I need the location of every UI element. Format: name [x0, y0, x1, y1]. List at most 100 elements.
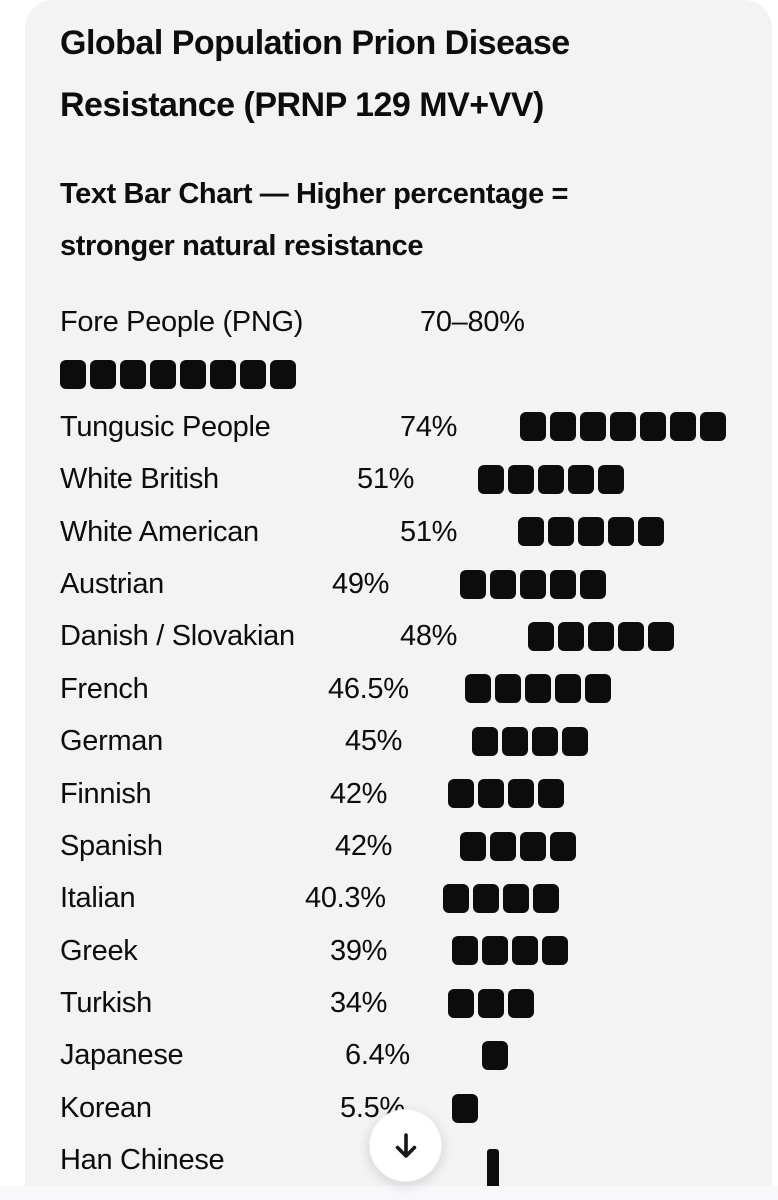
chart-row: Danish / Slovakian 48%	[25, 610, 772, 662]
chart-row: White British 51%	[25, 453, 772, 505]
scroll-to-bottom-button[interactable]	[369, 1109, 442, 1182]
bar-square	[618, 622, 644, 652]
bar-square	[555, 674, 581, 704]
bar-square	[490, 831, 516, 861]
row-value: 49%	[332, 567, 390, 600]
chart-row: Fore People (PNG) 70–80%	[25, 296, 772, 401]
row-value: 42%	[335, 829, 393, 862]
chart-row: Korean 5.5%	[25, 1082, 772, 1134]
chart-title-line-1: Global Population Prion Disease	[60, 24, 570, 62]
bar-square	[648, 622, 674, 652]
bar-square	[588, 622, 614, 652]
arrow-down-icon	[395, 1132, 416, 1158]
bar-square	[495, 674, 521, 704]
row-label: Italian	[60, 882, 136, 915]
row-label: Greek	[60, 934, 138, 967]
row-bar	[487, 1134, 499, 1186]
bar-square	[638, 517, 664, 547]
bar-square	[90, 360, 116, 390]
row-bar	[478, 453, 624, 505]
row-bar	[482, 1029, 508, 1081]
bar-square	[700, 412, 726, 442]
bar-square	[542, 936, 568, 966]
bar-square	[550, 569, 576, 599]
bar-square	[508, 779, 534, 809]
chart-rows: Fore People (PNG) 70–80% Tungusic People…	[25, 296, 772, 1186]
bar-square	[503, 884, 529, 913]
bar-square	[598, 464, 624, 494]
bar-square	[670, 412, 696, 442]
bar-square	[538, 464, 564, 494]
bar-square	[210, 360, 236, 390]
row-value: 6.4%	[345, 1039, 410, 1072]
bar-square	[512, 936, 538, 966]
row-bar	[518, 506, 664, 558]
row-value: 39%	[330, 934, 388, 967]
bar-thin-segment	[487, 1149, 499, 1186]
bar-square	[525, 674, 551, 704]
bar-square	[452, 936, 478, 966]
bar-square	[538, 779, 564, 809]
row-bar	[465, 663, 611, 715]
bar-square	[460, 569, 486, 599]
chart-subtitle: Text Bar Chart — Higher percentage = str…	[60, 168, 740, 272]
row-label: Korean	[60, 1091, 152, 1124]
chart-row: Turkish 34%	[25, 977, 772, 1029]
chart-row: Tungusic People 74%	[25, 401, 772, 453]
bar-square	[180, 360, 206, 390]
bar-square	[448, 779, 474, 809]
bar-square	[478, 988, 504, 1018]
chart-row: Greek 39%	[25, 925, 772, 977]
row-label: Japanese	[60, 1039, 184, 1072]
bar-square	[120, 360, 146, 390]
row-bar	[60, 348, 296, 400]
bar-square	[550, 831, 576, 861]
row-label: White British	[60, 463, 219, 496]
bar-square	[452, 1093, 478, 1123]
bar-square	[443, 884, 469, 913]
bar-square	[520, 569, 546, 599]
row-bar	[443, 872, 559, 924]
row-label: Spanish	[60, 829, 163, 862]
bar-square	[585, 674, 611, 704]
bar-square	[562, 726, 588, 756]
bar-square	[482, 1041, 508, 1071]
bar-square	[520, 412, 546, 442]
bar-square	[640, 412, 666, 442]
row-bar	[520, 401, 726, 453]
row-bar	[528, 610, 674, 662]
row-label: White American	[60, 515, 259, 548]
bar-square	[580, 569, 606, 599]
bar-square	[533, 884, 559, 913]
chart-row: Finnish 42%	[25, 768, 772, 820]
row-bar	[472, 715, 588, 767]
row-bar	[448, 977, 534, 1029]
row-value: 48%	[400, 620, 458, 653]
bar-square	[473, 884, 499, 913]
bar-square	[270, 360, 296, 390]
bar-square	[508, 464, 534, 494]
row-label: Fore People (PNG)	[60, 306, 304, 338]
chart-row: Italian 40.3%	[25, 872, 772, 924]
bar-square	[490, 569, 516, 599]
bar-square	[502, 726, 528, 756]
bar-square	[608, 517, 634, 547]
row-label: Tungusic People	[60, 410, 271, 443]
assistant-message-bubble: Global Population Prion Disease Resistan…	[25, 0, 772, 1186]
row-label: Finnish	[60, 777, 152, 810]
bar-square	[558, 622, 584, 652]
row-value: 51%	[400, 515, 458, 548]
bar-square	[550, 412, 576, 442]
chart-title-line-2: Resistance (PRNP 129 MV+VV)	[60, 86, 544, 124]
bar-square	[478, 464, 504, 494]
chart-title: Global Population Prion Disease Resistan…	[60, 12, 740, 136]
chart-row: Japanese 6.4%	[25, 1029, 772, 1081]
row-value: 42%	[330, 777, 388, 810]
row-value: 45%	[345, 725, 403, 758]
bottom-strip	[0, 1186, 778, 1200]
bar-square	[448, 988, 474, 1018]
bar-square	[465, 674, 491, 704]
row-value: 46.5%	[328, 672, 409, 705]
bar-square	[520, 831, 546, 861]
